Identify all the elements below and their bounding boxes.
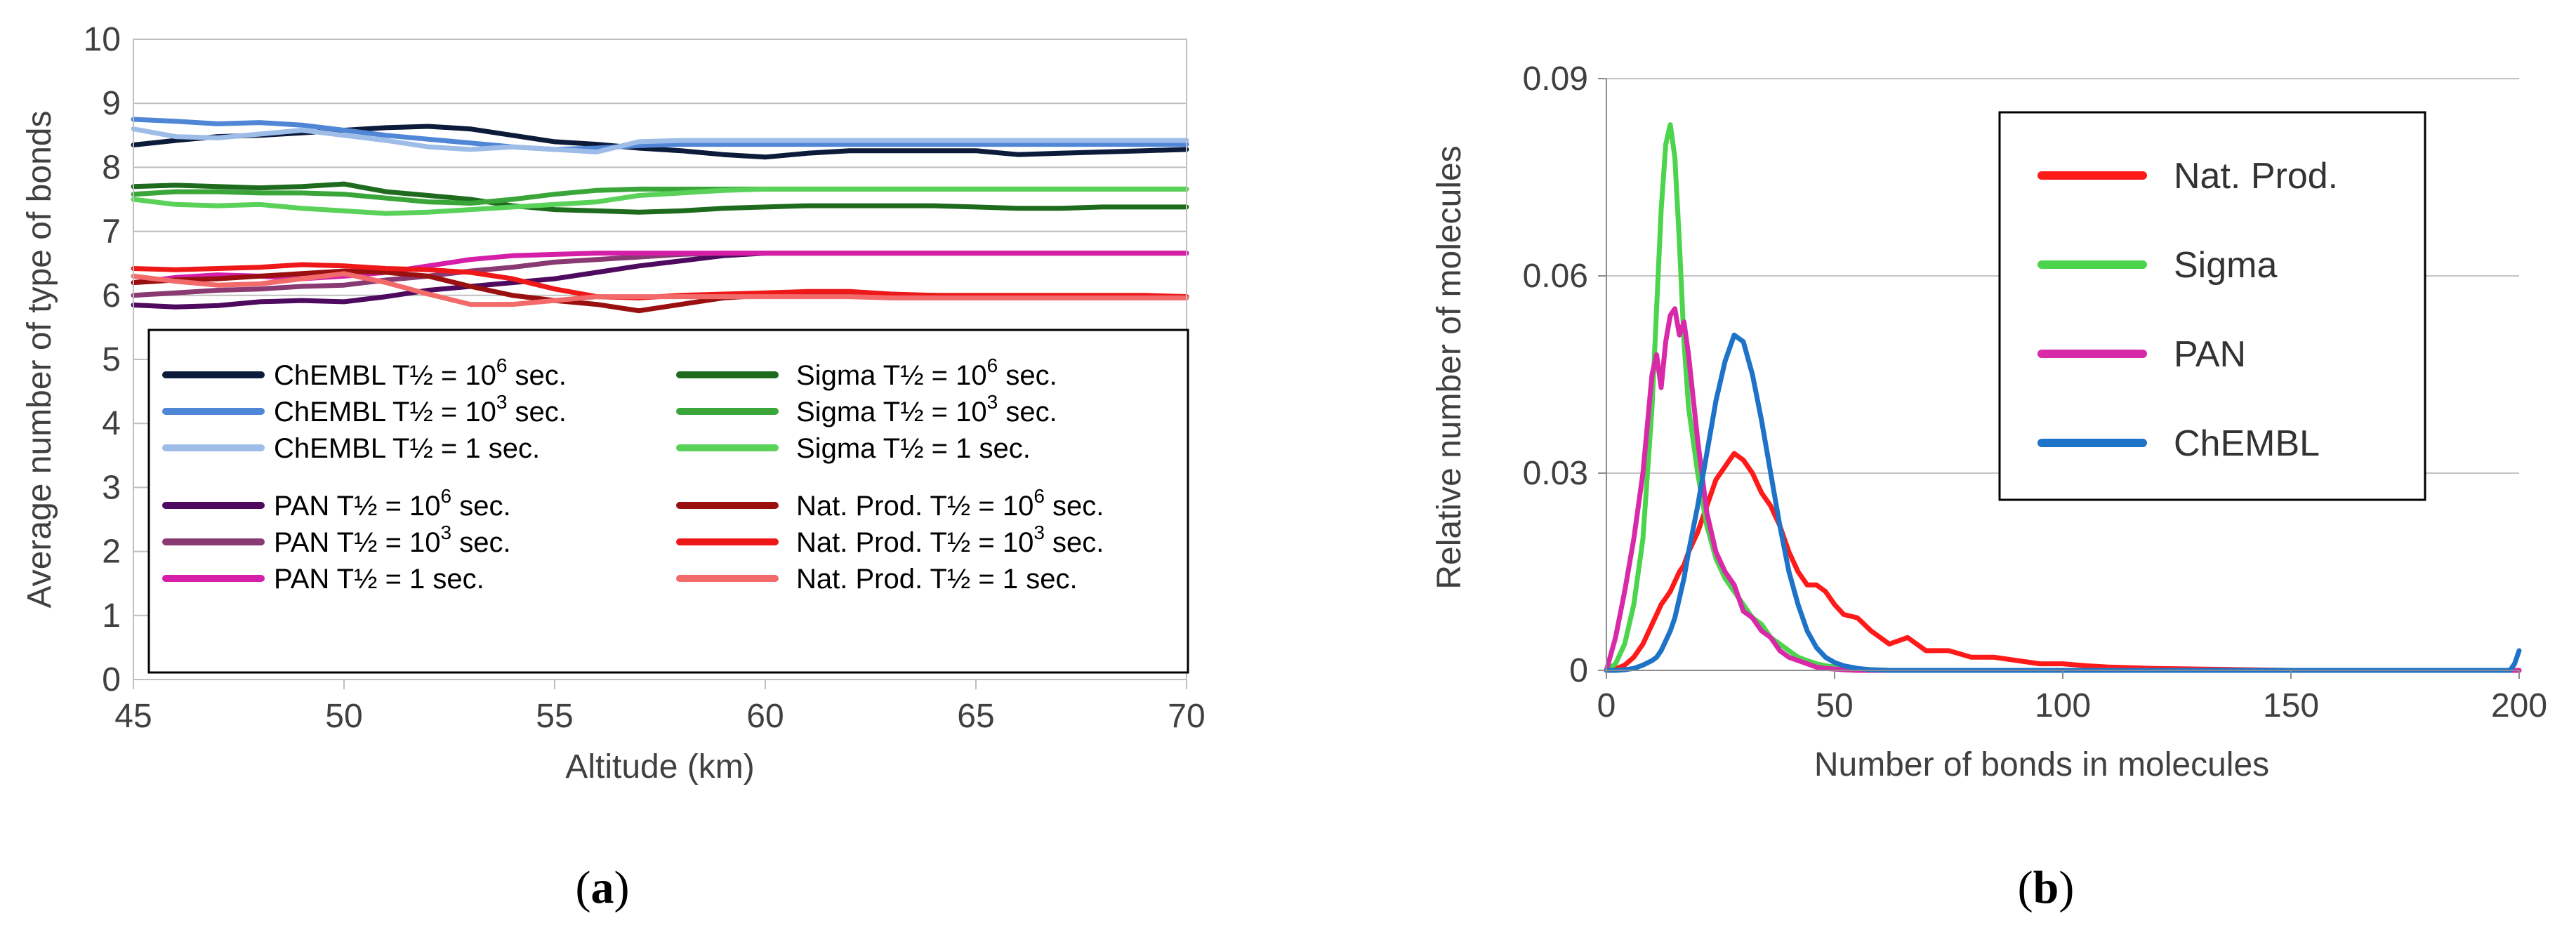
panel-b-y-ticks: 0 0.03 0.06 0.09 <box>1523 60 1606 689</box>
panel-a-y-tick-label: 0 <box>102 661 121 698</box>
panel-b-x-tick-label: 150 <box>2263 687 2319 724</box>
panel-a-legend-label: ChEMBL T½ = 106 sec. <box>274 354 567 391</box>
panel-b-caption: (b) <box>2018 862 2075 913</box>
panel-a-caption: (a) <box>576 862 630 913</box>
panel-b-y-tick-label: 0 <box>1569 652 1588 689</box>
panel-b-y-tick-label: 0.09 <box>1523 60 1588 98</box>
panel-a-series-sigma-t-1-sec <box>131 186 1189 216</box>
panel-a-y-tick-label: 8 <box>102 149 121 186</box>
panel-a-x-tick-label: 50 <box>325 698 362 735</box>
panel-a-legend-label: ChEMBL T½ = 1 sec. <box>274 433 540 464</box>
panel-a-x-axis-label: Altitude (km) <box>565 748 754 786</box>
panel-a-y-tick-label: 10 <box>84 21 121 58</box>
panel-b-x-tick-label: 50 <box>1816 687 1853 724</box>
panel-a-x-tick-label: 55 <box>536 698 573 735</box>
panel-b-x-axis-label: Number of bonds in molecules <box>1814 746 2269 783</box>
panel-b-legend-label: Nat. Prod. <box>2174 156 2338 197</box>
panel-b-x-tick-label: 100 <box>2035 687 2091 724</box>
panel-a-y-tick-label: 5 <box>102 341 121 378</box>
panel-a-y-tick-label: 6 <box>102 277 121 314</box>
panel-b-x-tick-label: 200 <box>2491 687 2547 724</box>
panel-b-legend-label: Sigma <box>2174 245 2277 286</box>
panel-a-y-tick-label: 4 <box>102 405 121 442</box>
panel-a-y-tick-label: 1 <box>102 597 121 635</box>
panel-a-legend-label: Sigma T½ = 106 sec. <box>796 354 1057 391</box>
panel-a-series-sigma-t-10-sec <box>131 181 1189 215</box>
panel-b-legend-label: PAN <box>2174 334 2246 375</box>
panel-a-legend-label: PAN T½ = 103 sec. <box>274 522 511 558</box>
panel-a-legend-label: PAN T½ = 1 sec. <box>274 564 484 595</box>
panel-a-legend: ChEMBL T½ = 106 sec. Sigma T½ = 106 sec. C… <box>147 329 1189 674</box>
panel-a-y-tick-label: 2 <box>102 533 121 571</box>
panel-b-y-axis-label: Relative number of molecules <box>1431 145 1468 589</box>
panel-a-y-ticks: 0 1 2 3 4 5 6 7 8 9 10 <box>84 21 121 698</box>
panel-a-x-tick-label: 65 <box>957 698 994 735</box>
panel-b-y-tick-label: 0.03 <box>1523 455 1588 492</box>
panel-b-legend-label: ChEMBL <box>2174 423 2320 464</box>
panel-a-x-tick-label: 45 <box>114 698 152 735</box>
panel-b-chart: 0 0.03 0.06 0.09 0 50 100 150 200 Relative numb… <box>1431 60 2547 783</box>
panel-a-series-nat-prod-t-1-sec <box>131 271 1189 307</box>
panel-a-legend-label: PAN T½ = 106 sec. <box>274 485 511 522</box>
panel-a-legend-label: Nat. Prod. T½ = 1 sec. <box>796 564 1078 595</box>
panel-a-x-tick-label: 60 <box>746 698 784 735</box>
panel-b-y-tick-label: 0.06 <box>1523 258 1588 295</box>
panel-a-series-chembl-t-10-sec <box>131 117 1189 152</box>
panel-a-legend-label: ChEMBL T½ = 103 sec. <box>274 391 567 427</box>
panel-b-legend: Nat. Prod. Sigma PAN ChEMBL <box>1998 111 2426 501</box>
panel-a-series <box>131 117 1189 314</box>
panel-b-x-ticks: 0 50 100 150 200 <box>1597 670 2547 724</box>
panel-a-legend-box <box>147 329 1189 674</box>
panel-a-y-axis-label: Average number of type of bonds <box>21 111 58 609</box>
panel-a-y-tick-label: 7 <box>102 213 121 251</box>
panel-a-x-tick-label: 70 <box>1168 698 1205 735</box>
panel-a-legend-label: Sigma T½ = 103 sec. <box>796 391 1057 427</box>
panel-a-legend-label: Nat. Prod. T½ = 106 sec. <box>796 485 1104 522</box>
panel-a-x-ticks: 45 50 55 60 65 70 <box>114 680 1206 735</box>
panel-a-y-tick-label: 3 <box>102 469 121 506</box>
panel-a-legend-label: Nat. Prod. T½ = 103 sec. <box>796 522 1104 558</box>
panel-a-y-tick-label: 9 <box>102 85 121 122</box>
panel-a-legend-label: Sigma T½ = 1 sec. <box>796 433 1031 464</box>
panel-a-series-chembl-t-1-sec <box>131 126 1189 154</box>
panel-b-x-tick-label: 0 <box>1597 687 1616 724</box>
